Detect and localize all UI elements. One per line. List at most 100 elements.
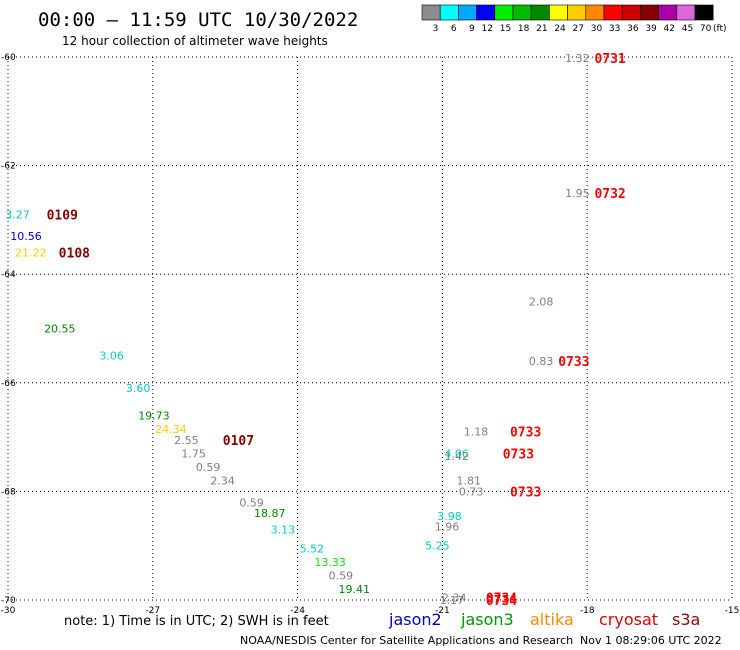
y-tick-label: -64 [1,270,16,280]
swh-value-label: 1.18 [464,426,489,439]
legend-bin-label: 33 [609,24,620,34]
swh-value-label: 13.33 [314,556,346,569]
legend-bin-label: 39 [645,24,657,34]
legend-bin-label: 70 [700,24,712,34]
legend-swatch [494,4,514,21]
legend-swatch [603,4,623,21]
swh-value-label: 3.06 [99,350,124,363]
swh-value-label: 1.95 [565,187,590,200]
swh-value-label: 3.27 [5,208,30,221]
chart-subtitle: 12 hour collection of altimeter wave hei… [62,34,328,48]
swh-value-label: 18.87 [254,507,286,520]
pass-time-label: 0109 [47,208,78,223]
legend-bin-label: 21 [536,24,547,34]
swh-value-label: 0.59 [329,570,354,583]
legend-swatch [549,4,568,21]
swh-value-label: 19.41 [339,583,371,596]
legend-bin-label: 18 [518,24,530,34]
legend-swatch [512,4,532,21]
legend-swatch [640,4,659,21]
swh-value-label: 24.34 [155,423,187,436]
satellite-legend-entry: jason2 [388,610,442,629]
legend-bin-label: 9 [469,24,475,34]
x-tick-label: -24 [290,606,305,616]
swh-value-label: 5.52 [300,542,325,555]
legend-swatch [476,4,496,21]
x-tick-label: -21 [435,606,450,616]
swh-value-label: 21.22 [15,246,47,259]
x-tick-label: -18 [580,606,595,616]
y-tick-label: -66 [1,379,16,389]
pass-time-label: 0734 [486,594,517,609]
legend-bin-label: 12 [482,24,493,34]
swh-value-label: 1.42 [444,450,469,463]
swh-value-label: 2.55 [174,434,199,447]
swh-value-label: 2.08 [529,295,554,308]
satellite-legend-entry: altika [530,610,574,629]
legend-bin-label: 45 [682,24,693,34]
color-legend: 3 6 9 12 15 18 21 24 27 30 33 36 39 42 45 70 [421,4,714,34]
swh-value-label: 1.96 [435,521,460,534]
legend-bin-label: 15 [500,24,511,34]
legend-swatch [676,4,696,21]
swh-value-label: 5.25 [425,540,450,553]
legend-swatch [421,4,441,21]
x-tick-label: -30 [1,606,16,616]
footer-note: note: 1) Time is in UTC; 2) SWH is in fe… [64,614,329,629]
legend-bin-label: 6 [451,24,457,34]
legend-swatch [439,4,459,21]
legend-swatch [567,4,587,21]
legend-bin-label: 30 [591,24,603,34]
legend-swatch [694,4,714,21]
x-tick-label: -15 [725,606,740,616]
pass-time-label: 0733 [558,355,589,370]
swh-value-label: 3.98 [437,510,462,523]
y-tick-label: -70 [1,596,16,606]
y-tick-label: -68 [1,487,16,497]
swh-value-label: 0.59 [196,461,221,474]
y-tick-label: -60 [1,53,16,63]
swh-value-label: 1.75 [181,447,206,460]
legend-bin-label: 27 [573,24,584,34]
pass-time-label: 0108 [59,246,90,261]
swh-value-label: 0.59 [239,496,264,509]
swh-value-label: 2.34 [442,591,467,604]
swh-value-label: 10.56 [10,230,42,243]
swh-value-label: 20.55 [44,323,76,336]
legend-bin-label: 42 [664,24,675,34]
satellite-legend: jason2 jason3 altika cryosat s3a [388,610,700,629]
swh-value-label: 3.13 [271,523,296,536]
legend-bin-label: 24 [554,24,566,34]
swh-value-label: 1.17 [440,594,465,607]
y-tick-label: -62 [1,162,16,172]
satellite-legend-entry: s3a [672,610,700,629]
pass-time-label: 0733 [510,485,541,500]
footer-timestamp: Nov 1 08:29:06 UTC 2022 [580,634,722,647]
pass-time-label: 0107 [223,434,254,449]
legend-swatch [530,4,550,21]
pass-time-label: 0733 [510,426,541,441]
legend-swatch [658,4,678,21]
legend-unit-label: (ft) [713,24,727,34]
swh-value-label: 4.06 [444,447,469,460]
swh-value-label: 0.83 [529,355,554,368]
legend-swatch [621,4,641,21]
legend-swatch [585,4,605,21]
chart-title: 00:00 – 11:59 UTC 10/30/2022 [38,9,358,31]
pass-time-label: 0731 [594,52,625,67]
x-tick-label: -27 [145,606,160,616]
footer-credit: NOAA/NESDIS Center for Satellite Applica… [240,634,573,647]
pass-time-label: 0734 [486,591,517,606]
pass-time-label: 0732 [594,187,625,202]
legend-bin-label: 36 [627,24,639,34]
satellite-legend-entry: jason3 [460,610,514,629]
legend-bin-label: 3 [433,24,439,34]
swh-value-label: 2.34 [210,475,235,488]
swh-value-label: 1.32 [565,52,590,65]
swh-value-label: 0.73 [459,485,484,498]
pass-time-label: 0733 [503,447,534,462]
satellite-legend-entry: cryosat [599,610,658,629]
legend-swatch [458,4,477,21]
swh-value-label: 19.73 [138,409,170,422]
